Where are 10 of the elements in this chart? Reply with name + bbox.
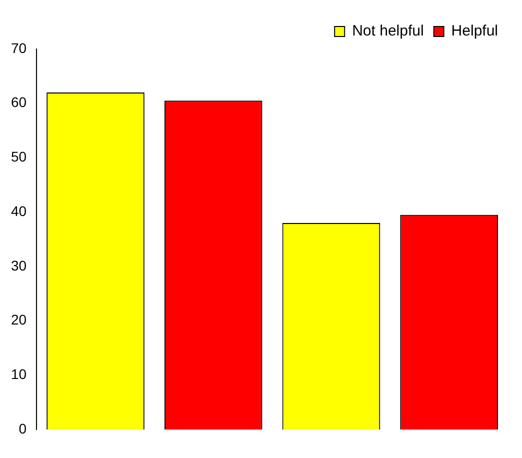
y-tick-label: 0 [18, 420, 27, 436]
y-tick-label: 20 [10, 312, 27, 328]
y-tick-label: 60 [10, 94, 27, 110]
legend-label: Not helpful [352, 22, 424, 40]
y-tick-label: 50 [10, 148, 27, 165]
y-tick-label: 30 [10, 257, 27, 274]
y-tick-label: 70 [10, 40, 27, 56]
y-tick-label: 10 [10, 366, 27, 382]
legend-label: Helpful [451, 22, 498, 40]
y-tick-label: 40 [10, 202, 27, 219]
